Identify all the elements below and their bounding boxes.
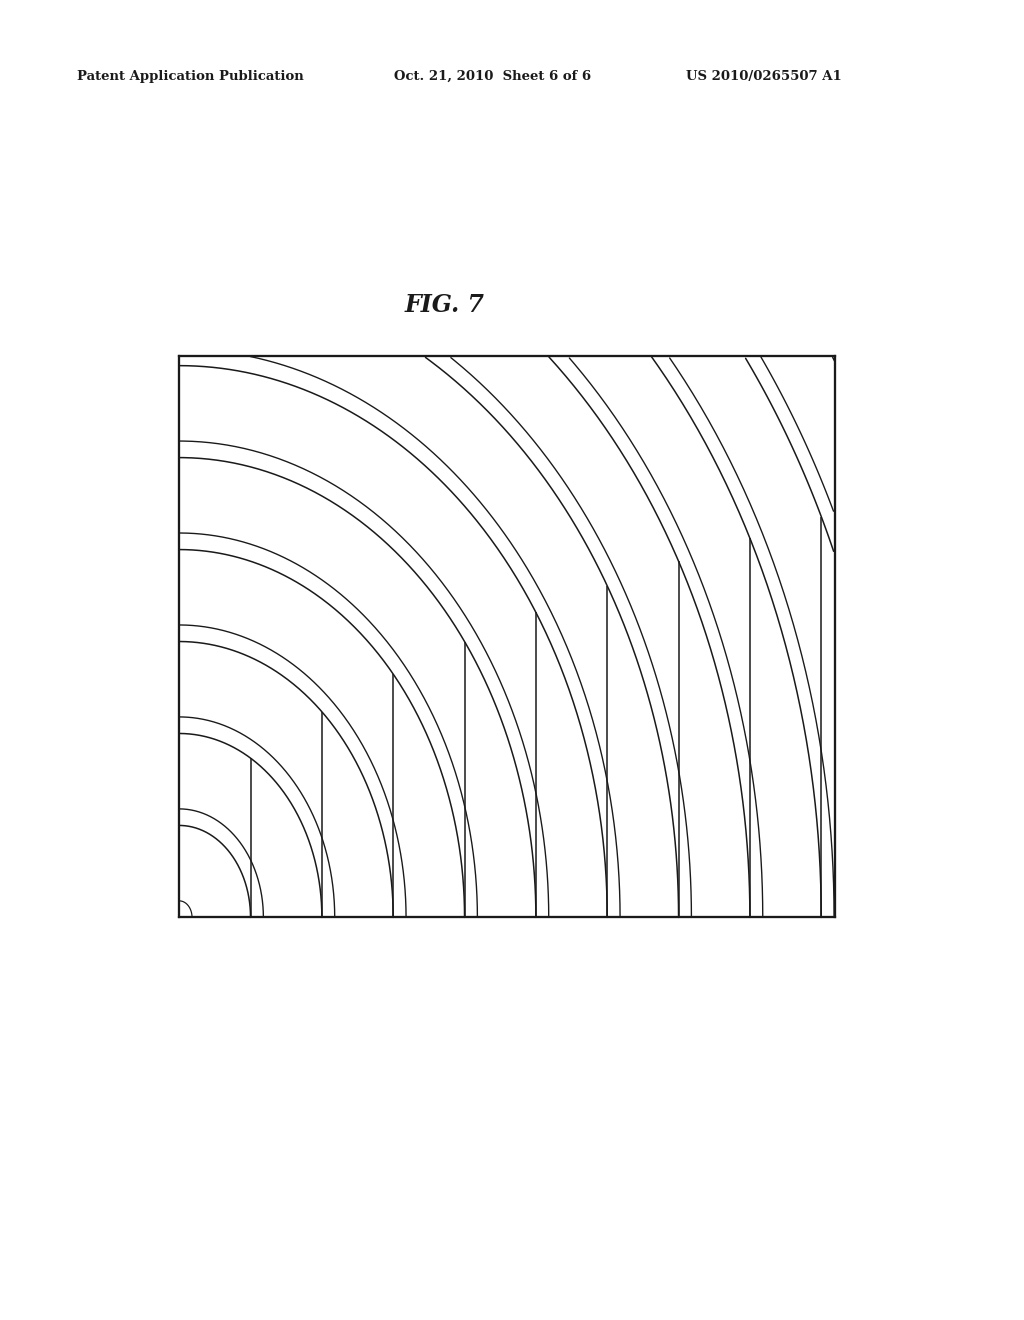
Text: US 2010/0265507 A1: US 2010/0265507 A1: [686, 70, 842, 83]
FancyBboxPatch shape: [179, 356, 835, 917]
Text: FIG. 7: FIG. 7: [404, 293, 484, 317]
Text: Patent Application Publication: Patent Application Publication: [77, 70, 303, 83]
Text: Oct. 21, 2010  Sheet 6 of 6: Oct. 21, 2010 Sheet 6 of 6: [394, 70, 592, 83]
